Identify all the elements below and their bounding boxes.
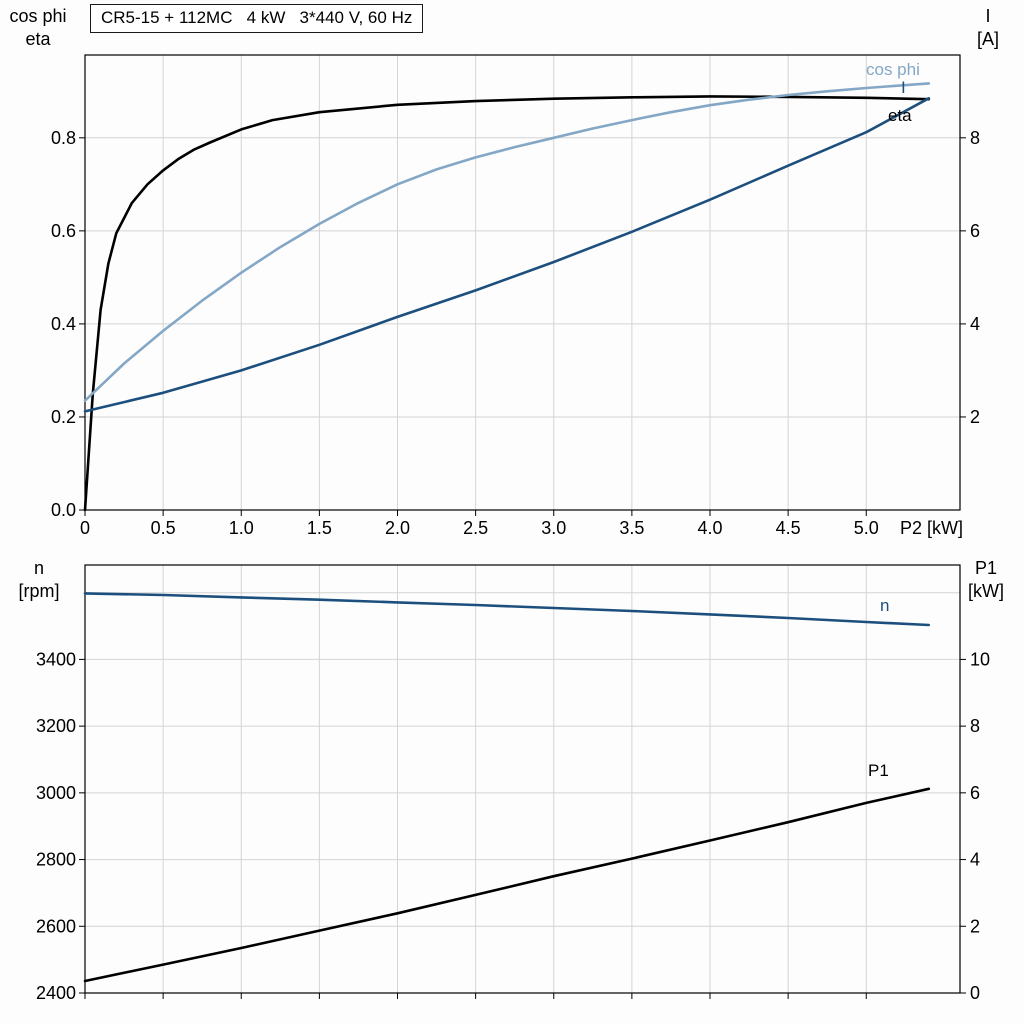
tick-label-x: 0.5 xyxy=(151,518,176,538)
tick-label-right: 4 xyxy=(970,314,980,334)
series-i xyxy=(83,97,931,413)
tick-label-left: 2600 xyxy=(36,916,76,936)
curve-label-n: n xyxy=(880,596,890,615)
series-cos-phi xyxy=(83,82,931,403)
tick-label-x: 3.0 xyxy=(541,518,566,538)
top-left-axis-title: cos phi eta xyxy=(2,5,74,51)
tick-label-x: 1.5 xyxy=(307,518,332,538)
axis-title-current: I xyxy=(985,6,991,26)
tick-label-right: 0 xyxy=(970,983,980,1003)
tick-label-right: 8 xyxy=(970,128,980,148)
tick-label-left: 3200 xyxy=(36,716,76,736)
tick-label-left: 3000 xyxy=(36,783,76,803)
tick-label-left: 3400 xyxy=(36,649,76,669)
axis-title-p1: P1 xyxy=(974,558,998,578)
tick-label-x: 0 xyxy=(80,518,90,538)
tick-label-x: 5.0 xyxy=(854,518,879,538)
bottom-right-axis-title: P1 [kW] xyxy=(952,557,1020,603)
tick-label-x: 3.5 xyxy=(619,518,644,538)
tick-label-x: 4.0 xyxy=(697,518,722,538)
tick-label-left: 2400 xyxy=(36,983,76,1003)
axis-title-n-unit: [rpm] xyxy=(18,581,60,601)
tick-label-right: 8 xyxy=(970,716,980,736)
series-p1 xyxy=(83,787,931,983)
tick-label-left: 0.2 xyxy=(51,407,76,427)
tick-label-right: 10 xyxy=(970,649,990,669)
tick-label-right: 6 xyxy=(970,783,980,803)
tick-label-x: 2.0 xyxy=(385,518,410,538)
series-eta xyxy=(83,95,931,512)
axis-title-n: n xyxy=(33,558,44,578)
plot-frame xyxy=(84,54,961,511)
x-axis-label: P2 [kW] xyxy=(900,518,963,538)
tick-label-right: 6 xyxy=(970,221,980,241)
axis-title-p1-unit: [kW] xyxy=(968,581,1004,601)
top-right-axis-title: I [A] xyxy=(956,5,1020,51)
axis-title-current-unit: [A] xyxy=(976,29,999,49)
curve-label-cos-phi: cos phi xyxy=(866,60,920,79)
tick-label-x: 4.5 xyxy=(776,518,801,538)
series-n xyxy=(83,592,931,627)
curve-label-current: I xyxy=(901,78,906,97)
tick-label-right: 2 xyxy=(970,407,980,427)
tick-label-left: 0.8 xyxy=(51,128,76,148)
tick-label-left: 0.6 xyxy=(51,221,76,241)
tick-label-x: 2.5 xyxy=(463,518,488,538)
tick-label-right: 2 xyxy=(970,916,980,936)
tick-label-left: 0.4 xyxy=(51,314,76,334)
axis-title-cos-phi: cos phi xyxy=(9,6,67,26)
axis-title-eta: eta xyxy=(25,29,51,49)
curve-label-p1: P1 xyxy=(868,761,889,780)
tick-label-x: 1.0 xyxy=(229,518,254,538)
tick-label-left: 2800 xyxy=(36,850,76,870)
bottom-left-axis-title: n [rpm] xyxy=(2,557,76,603)
chart-title-box: CR5-15 + 112MC 4 kW 3*440 V, 60 Hz xyxy=(90,4,424,33)
curve-label-eta: eta xyxy=(888,106,912,125)
plot-frame xyxy=(84,564,961,994)
tick-label-left: 0.0 xyxy=(51,500,76,520)
tick-label-right: 4 xyxy=(970,850,980,870)
